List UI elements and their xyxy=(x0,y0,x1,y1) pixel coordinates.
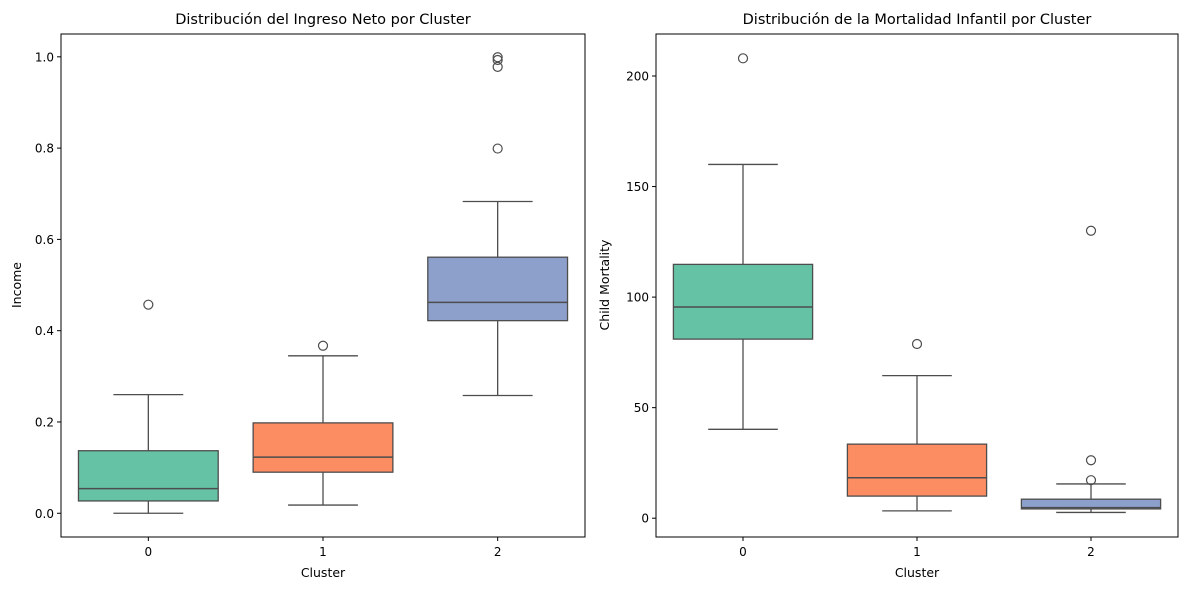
income-y-tick-label: 0.2 xyxy=(35,415,54,429)
child-mortality-cluster-0-box xyxy=(672,263,814,340)
income-y-tick-label: 0.6 xyxy=(35,233,54,247)
child-mortality-cluster-2-outlier xyxy=(1085,225,1097,236)
income-y-tick-label: 0.4 xyxy=(35,324,54,338)
income-x-tick-label: 1 xyxy=(319,545,327,559)
income-axes-frame xyxy=(60,33,586,538)
child-mortality-cluster-2-outlier xyxy=(1085,455,1097,466)
child-mortality-cluster-1-box xyxy=(846,443,988,497)
child-mortality-y-tick-label: 100 xyxy=(626,291,649,305)
child-mortality-x-tick-label: 1 xyxy=(913,545,921,559)
income-cluster-2-outlier xyxy=(492,52,503,63)
income-chart-title: Distribución del Ingreso Neto por Cluste… xyxy=(175,12,471,28)
child-mortality-chart-title: Distribución de la Mortalidad Infantil p… xyxy=(743,12,1092,28)
child-mortality-y-tick-label: 150 xyxy=(626,180,649,194)
income-cluster-2-box xyxy=(427,256,569,322)
child-mortality-cluster-0-outlier xyxy=(737,53,749,64)
income-cluster-0-box xyxy=(77,450,219,502)
income-y-axis-label: Income xyxy=(9,262,24,308)
child-mortality-x-tick-label: 0 xyxy=(739,545,747,559)
child-mortality-y-axis-label: Child Mortality xyxy=(597,239,612,330)
income-cluster-2-outlier xyxy=(492,54,503,66)
child-mortality-x-axis-label: Cluster xyxy=(895,565,940,580)
child-mortality-cluster-2-outlier xyxy=(1085,475,1097,486)
child-mortality-x-tick-label: 2 xyxy=(1087,545,1095,559)
income-y-tick-label: 0.0 xyxy=(35,507,54,521)
income-plot-area: 0 1 2 0.0 0.2 0.4 0.6 0.8 1.0 xyxy=(35,33,586,559)
child-mortality-plot-area: 0 1 2 0 50 100 150 200 xyxy=(626,33,1179,559)
child-mortality-cluster-1-outlier xyxy=(911,338,923,350)
income-cluster-1-box xyxy=(252,422,394,473)
income-boxplot-panel: Distribución del Ingreso Neto por Cluste… xyxy=(9,12,586,580)
income-cluster-1-outlier xyxy=(317,340,329,351)
child-mortality-y-tick-label: 200 xyxy=(626,70,649,84)
income-x-axis-label: Cluster xyxy=(301,565,346,580)
income-x-tick-label: 2 xyxy=(494,545,502,559)
income-cluster-2-outlier xyxy=(492,143,503,154)
income-cluster-0-outlier xyxy=(143,299,154,310)
income-y-tick-label: 1.0 xyxy=(35,50,54,64)
income-x-tick-label: 0 xyxy=(145,545,153,559)
child-mortality-y-tick-label: 0 xyxy=(641,512,649,526)
income-y-tick-label: 0.8 xyxy=(35,142,54,156)
child-mortality-axes-frame xyxy=(655,33,1179,538)
child-mortality-boxplot-panel: Distribución de la Mortalidad Infantil p… xyxy=(597,12,1179,580)
child-mortality-y-tick-label: 50 xyxy=(634,401,649,415)
child-mortality-cluster-2-box xyxy=(1020,498,1162,510)
